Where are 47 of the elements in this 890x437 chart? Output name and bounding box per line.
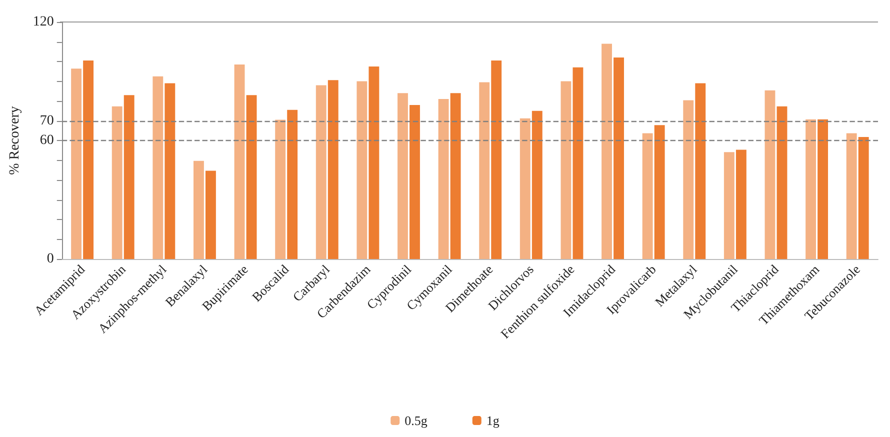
bar (846, 133, 857, 259)
bar (806, 119, 816, 259)
bar (124, 95, 134, 259)
bar (479, 82, 490, 259)
bar (532, 110, 542, 259)
bar (776, 106, 788, 259)
bar (356, 81, 368, 259)
bar (438, 99, 449, 259)
bar (193, 160, 204, 259)
bar (164, 83, 176, 259)
bar (695, 83, 706, 259)
bar (572, 67, 584, 259)
bar (287, 110, 298, 259)
y-tick-label: 120 (32, 14, 54, 30)
bar (858, 136, 869, 259)
bar (328, 80, 338, 259)
bar (152, 76, 164, 259)
bar (275, 120, 286, 259)
y-axis-title: % Recovery (8, 106, 22, 175)
bar (246, 95, 257, 259)
bar (736, 150, 746, 259)
bar (71, 68, 82, 259)
bar (602, 44, 612, 259)
bar (450, 93, 461, 259)
bar (368, 66, 380, 259)
bar (764, 90, 776, 259)
bar (316, 85, 326, 259)
bar (234, 64, 245, 259)
bar (642, 133, 653, 259)
bar (614, 58, 624, 259)
bar (398, 93, 408, 259)
bar (818, 119, 828, 259)
y-tick-label: 70 (40, 113, 54, 128)
legend-label: 1g (486, 413, 500, 428)
bar (560, 81, 572, 259)
bar (112, 106, 122, 259)
bar (83, 60, 94, 259)
bar (683, 100, 694, 259)
bar (206, 170, 216, 259)
bar (491, 60, 502, 259)
legend-label: 0.5g (404, 413, 428, 428)
bar (520, 118, 530, 259)
y-tick-label: 60 (40, 133, 54, 148)
bar (410, 104, 420, 259)
y-tick-label: 0 (46, 252, 54, 266)
bar (724, 152, 734, 259)
bar (654, 125, 665, 259)
